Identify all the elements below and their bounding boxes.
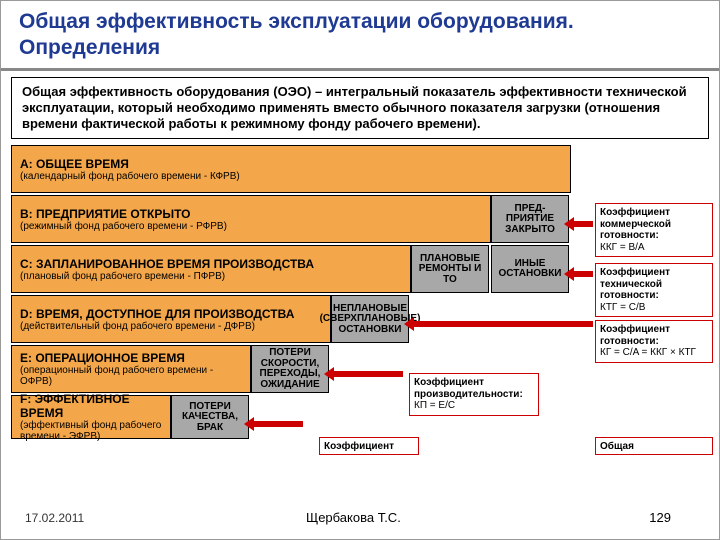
arrow-kkg: [573, 217, 593, 231]
footer-date: 17.02.2011: [25, 511, 84, 525]
bar-b-sub: (режимный фонд рабочего времени - РФРВ): [20, 221, 482, 232]
bar-b: B: ПРЕДПРИЯТИЕ ОТКРЫТО (режимный фонд ра…: [11, 195, 491, 243]
slide-container: Общая эффективность эксплуатации оборудо…: [0, 0, 720, 540]
coeff-kkg-title: Коэффициент коммерческой готовности:: [600, 207, 708, 242]
coeff-kkg: Коэффициент коммерческой готовности: ККГ…: [595, 203, 713, 257]
bar-e: E: ОПЕРАЦИОННОЕ ВРЕМЯ (операционный фонд…: [11, 345, 251, 393]
arrow-ktg: [573, 267, 593, 281]
row-f: F: ЭФФЕКТИВНОЕ ВРЕМЯ (эффективный фонд р…: [11, 395, 719, 439]
bar-a: A: ОБЩЕЕ ВРЕМЯ (календарный фонд рабочег…: [11, 145, 571, 193]
title-line1: Общая эффективность эксплуатации оборудо…: [19, 10, 574, 33]
loss-quality: ПОТЕРИ КАЧЕСТВА, БРАК: [171, 395, 249, 439]
coeff-ktg-formula: КТГ = C/B: [600, 302, 708, 314]
bar-d-title: D: ВРЕМЯ, ДОСТУПНОЕ ДЛЯ ПРОИЗВОДСТВА: [20, 307, 322, 321]
title-line2: Определения: [19, 36, 160, 59]
bar-b-title: B: ПРЕДПРИЯТИЕ ОТКРЫТО: [20, 207, 482, 221]
coeff-kp-formula: КП = E/C: [414, 400, 534, 412]
coeff-bottom2-title: Общая: [600, 441, 708, 453]
bar-a-title: A: ОБЩЕЕ ВРЕМЯ: [20, 157, 562, 171]
bar-c-title: C: ЗАПЛАНИРОВАННОЕ ВРЕМЯ ПРОИЗВОДСТВА: [20, 257, 402, 271]
slide-title: Общая эффективность эксплуатации оборудо…: [19, 9, 701, 62]
coeff-bottom1-title: Коэффициент: [324, 441, 414, 453]
loss-other-stops: ИНЫЕ ОСТАНОВКИ: [491, 245, 569, 293]
bar-e-sub: (операционный фонд рабочего времени - ОФ…: [20, 365, 242, 387]
coeff-bottom-right: Общая: [595, 437, 713, 455]
bar-d-sub: (действительный фонд рабочего времени - …: [20, 321, 322, 332]
oee-diagram: A: ОБЩЕЕ ВРЕМЯ (календарный фонд рабочег…: [11, 145, 719, 505]
footer-author: Щербакова Т.С.: [306, 510, 401, 525]
bar-e-title: E: ОПЕРАЦИОННОЕ ВРЕМЯ: [20, 351, 242, 365]
coeff-kkg-formula: ККГ = B/A: [600, 242, 708, 254]
arrow-kp: [333, 367, 403, 381]
definition-text: Общая эффективность оборудования (ОЭО) –…: [22, 84, 687, 132]
bar-f-sub: (эффективный фонд рабочего времени - ЭФР…: [20, 420, 162, 442]
bar-f-title: F: ЭФФЕКТИВНОЕ ВРЕМЯ: [20, 392, 162, 420]
bar-c: C: ЗАПЛАНИРОВАННОЕ ВРЕМЯ ПРОИЗВОДСТВА (п…: [11, 245, 411, 293]
footer-page-number: 129: [649, 510, 671, 525]
definition-box: Общая эффективность оборудования (ОЭО) –…: [11, 77, 709, 140]
bar-d: D: ВРЕМЯ, ДОСТУПНОЕ ДЛЯ ПРОИЗВОДСТВА (де…: [11, 295, 331, 343]
loss-speed: ПОТЕРИ СКОРОСТИ, ПЕРЕХОДЫ, ОЖИДАНИЕ: [251, 345, 329, 393]
arrow-f: [253, 417, 303, 431]
coeff-ktg: Коэффициент технической готовности: КТГ …: [595, 263, 713, 317]
loss-unplan: НЕПЛАНОВЫЕ (СВЕРХПЛАНОВЫЕ) ОСТАНОВКИ: [331, 295, 409, 343]
coeff-kp: Коэффициент производительности: КП = E/C: [409, 373, 539, 416]
loss-closed: ПРЕД- ПРИЯТИЕ ЗАКРЫТО: [491, 195, 569, 243]
arrow-kg: [413, 317, 593, 331]
title-block: Общая эффективность эксплуатации оборудо…: [1, 1, 719, 71]
coeff-kg-formula: КГ = C/A = ККГ × КТГ: [600, 347, 708, 359]
coeff-kg: Коэффициент готовности: КГ = C/A = ККГ ×…: [595, 320, 713, 363]
bar-a-sub: (календарный фонд рабочего времени - КФР…: [20, 171, 562, 182]
coeff-kg-title: Коэффициент готовности:: [600, 324, 708, 347]
loss-plan-repair: ПЛАНОВЫЕ РЕМОНТЫ И ТО: [411, 245, 489, 293]
coeff-ktg-title: Коэффициент технической готовности:: [600, 267, 708, 302]
bar-f: F: ЭФФЕКТИВНОЕ ВРЕМЯ (эффективный фонд р…: [11, 395, 171, 439]
coeff-kp-title: Коэффициент производительности:: [414, 377, 534, 400]
coeff-bottom-left: Коэффициент: [319, 437, 419, 455]
row-a: A: ОБЩЕЕ ВРЕМЯ (календарный фонд рабочег…: [11, 145, 719, 193]
bar-c-sub: (плановый фонд рабочего времени - ПФРВ): [20, 271, 402, 282]
